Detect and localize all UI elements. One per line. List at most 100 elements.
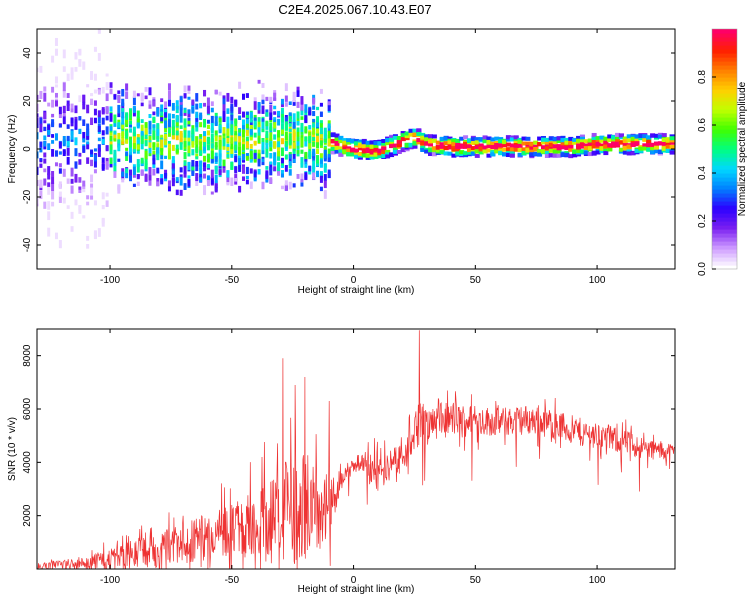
spectrogram-cell [277, 110, 281, 115]
spectrogram-cell [214, 116, 218, 125]
x-tick-label: -100 [100, 275, 120, 286]
spectrogram-cell [234, 144, 238, 151]
spectrogram-cell [642, 143, 648, 148]
spectrogram-cell [296, 86, 300, 93]
spectrogram-cell [292, 153, 296, 163]
spectrogram-cell [396, 140, 402, 145]
spectrogram-cell [253, 132, 257, 138]
spectrogram-cell [548, 146, 554, 151]
spectrogram-cell [51, 201, 55, 207]
spectrogram-cell [117, 139, 121, 144]
spectrogram-cell [338, 152, 344, 157]
spectrogram-cell [269, 162, 273, 171]
spectrogram-cell [62, 135, 66, 145]
spectrogram-cell [389, 135, 395, 140]
spectrogram-cell [226, 123, 230, 132]
spectrogram-cell [319, 102, 323, 107]
spectrogram-cell [323, 138, 327, 143]
spectrogram-cell [316, 155, 320, 164]
spectrogram-cell [622, 138, 628, 143]
spectrogram-cell [171, 119, 175, 129]
x-tick-label: 50 [470, 275, 482, 286]
spectrogram-cell [304, 163, 308, 168]
spectrogram-cell [459, 150, 465, 155]
spectrogram-cell [39, 141, 43, 148]
spectrogram-cell [78, 189, 82, 193]
spectrogram-cell [66, 100, 70, 106]
spectrogram-cell [203, 185, 207, 193]
spectrogram-cell [245, 93, 249, 98]
spectrogram-cell [214, 184, 218, 193]
spectrogram-cell [249, 128, 253, 136]
spectrogram-cell [140, 141, 144, 150]
spectrogram-cell [284, 116, 288, 125]
spectrogram-cell [646, 139, 652, 144]
spectrogram-cell [78, 95, 82, 103]
spectrogram-cell [47, 182, 51, 188]
spectrogram-cell [167, 99, 171, 106]
spectrogram-cell [300, 157, 304, 165]
spectrogram-cell [599, 138, 605, 143]
spectrogram-cell [334, 149, 340, 154]
spectrogram-cell [187, 120, 191, 125]
spectrogram-cell [183, 145, 187, 150]
spectrogram-cell [296, 117, 300, 121]
spectrogram-cell [361, 147, 367, 152]
spectrogram-cell [175, 130, 179, 136]
spectrogram-cell [97, 115, 101, 124]
spectrogram-cell [451, 153, 457, 158]
spectrogram-cell [327, 141, 331, 147]
colorbar-label: Normalized spectral amplitude [737, 81, 748, 216]
spectrogram-cell [327, 169, 331, 179]
spectrogram-cell [249, 115, 253, 123]
spectrogram-cell [607, 138, 613, 143]
spectrogram-cell [304, 126, 308, 134]
spectrogram-cell [346, 140, 352, 145]
spectrogram-cell [113, 155, 117, 163]
spectrogram-cell [214, 174, 218, 184]
spectrogram-cell [160, 174, 164, 179]
spectrogram-cell [82, 119, 86, 126]
colorbar-step [712, 161, 737, 166]
spectrogram-cell [657, 150, 663, 155]
spectrogram-cell [273, 111, 277, 115]
spectrogram-cell [361, 149, 367, 154]
spectrogram-cell [568, 147, 574, 152]
spectrogram-cell [93, 117, 97, 124]
colorbar-step [712, 233, 737, 238]
spectrogram-cell [125, 151, 129, 157]
spectrogram-cell [361, 144, 367, 149]
spectrogram-cell [435, 148, 441, 153]
spectrogram-cell [129, 140, 133, 148]
spectrogram-cell [556, 144, 562, 149]
spectrogram-cell [144, 140, 148, 147]
spectrogram-cell [365, 142, 371, 147]
spectrogram-cell [537, 136, 543, 141]
x-tick-label: 0 [351, 275, 357, 286]
spectrogram-cell [121, 102, 125, 112]
spectrogram-cell [560, 138, 566, 143]
spectrogram-cell [603, 140, 609, 145]
spectrogram-cell [51, 99, 55, 108]
spectrogram-cell [97, 125, 101, 132]
spectrogram-cell [117, 158, 121, 162]
spectrogram-cell [152, 168, 156, 176]
colorbar-step [712, 193, 737, 198]
spectrogram-cell [164, 134, 168, 140]
spectrogram-cell [277, 162, 281, 172]
spectrogram-cell [37, 133, 39, 140]
spectrogram-cell [140, 157, 144, 164]
spectrogram-cell [373, 152, 379, 157]
spectrogram-cell [521, 141, 527, 146]
colorbar-step [712, 241, 737, 246]
spectrogram-cell [296, 111, 300, 119]
spectrogram-cell [148, 174, 152, 181]
spectrogram-cell [51, 134, 55, 138]
spectrogram-cell [334, 141, 340, 146]
spectrogram-cell [195, 93, 199, 102]
spectrogram-cell [300, 108, 304, 116]
spectrogram-cell [342, 138, 348, 143]
spectrogram-cell [160, 111, 164, 116]
spectrogram-cell [171, 144, 175, 151]
spectrogram-cell [245, 120, 249, 129]
